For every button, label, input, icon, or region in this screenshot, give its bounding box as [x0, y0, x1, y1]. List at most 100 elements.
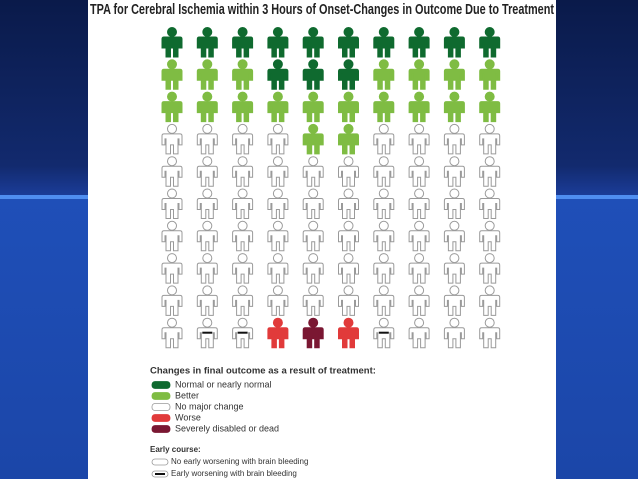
icon-head: [378, 59, 389, 70]
icon-body: [161, 101, 183, 123]
icon-body: [196, 101, 218, 123]
icon-head: [167, 27, 177, 37]
person-icon: [267, 27, 289, 58]
icon-body: [443, 36, 465, 58]
person-icon: [232, 123, 254, 155]
legend-label: Severely disabled or dead: [175, 423, 279, 433]
icon-body: [338, 101, 359, 123]
icon-body: [161, 262, 183, 284]
icon-head: [343, 156, 354, 167]
icon-body: [196, 68, 218, 90]
icon-head: [484, 253, 495, 264]
person-icon: [196, 27, 218, 58]
person-icon: [196, 220, 218, 252]
icon-head: [272, 27, 283, 37]
icon-body: [408, 294, 430, 316]
icon-head: [378, 156, 389, 167]
icon-head: [308, 188, 319, 199]
icon-head: [272, 59, 283, 70]
legend-swatch: [151, 381, 171, 389]
person-icon: [479, 188, 501, 219]
icon-head: [484, 285, 495, 296]
icon-head: [202, 91, 213, 102]
icon-body: [443, 68, 465, 90]
icon-body: [302, 36, 324, 58]
icon-body: [443, 133, 465, 155]
icon-body: [267, 165, 289, 187]
person-icon: [408, 188, 430, 219]
person-icon: [161, 91, 183, 123]
person-icon: [479, 27, 501, 58]
icon-body: [302, 327, 324, 349]
legend-swatch: [151, 414, 171, 422]
icon-head: [237, 253, 248, 264]
person-icon: [161, 253, 183, 284]
person-icon: [373, 253, 395, 284]
icon-body: [232, 165, 254, 187]
icon-head: [272, 253, 283, 264]
icon-head: [167, 156, 177, 167]
icon-head: [378, 27, 389, 37]
icon-head: [449, 156, 460, 167]
icon-body: [302, 262, 324, 284]
person-icon: [232, 285, 254, 316]
person-icon: [338, 285, 359, 316]
person-icon: [196, 59, 218, 90]
icon-body: [479, 133, 501, 155]
person-icon: [373, 91, 395, 123]
icon-head: [167, 91, 177, 102]
icon-head: [167, 253, 177, 264]
person-icon: [408, 27, 430, 58]
person-icon: [267, 91, 289, 123]
icon-body: [408, 133, 430, 155]
icon-body: [161, 327, 183, 349]
icon-body: [302, 68, 324, 90]
icon-head: [378, 220, 389, 231]
person-icon: [373, 220, 395, 252]
person-icon: [267, 156, 289, 187]
person-icon: [479, 91, 501, 123]
icon-body: [267, 327, 289, 349]
icon-body: [267, 101, 289, 123]
icon-head: [202, 220, 213, 231]
icon-body: [408, 101, 430, 123]
icon-head: [343, 188, 354, 199]
icon-body: [232, 262, 254, 284]
icon-head: [343, 220, 354, 231]
icon-head: [308, 220, 319, 231]
icon-body: [161, 133, 183, 155]
person-icon: [302, 27, 324, 58]
person-icon: [232, 253, 254, 284]
person-icon: [302, 59, 324, 90]
person-icon: [161, 156, 183, 187]
icon-body: [232, 230, 254, 252]
icon-body: [408, 68, 430, 90]
icon-body: [196, 36, 218, 58]
icon-head: [378, 253, 389, 264]
person-icon: [232, 220, 254, 252]
icon-head: [449, 285, 460, 296]
early-legend-swatch: [151, 458, 169, 466]
icon-body: [302, 165, 324, 187]
icon-head: [308, 27, 319, 37]
icon-head: [237, 59, 248, 70]
person-icon: [373, 188, 395, 219]
icon-body: [161, 294, 183, 316]
person-icon: [338, 253, 359, 284]
icon-head: [202, 253, 213, 264]
icon-head: [449, 220, 460, 231]
icon-body: [196, 294, 218, 316]
icon-body: [443, 294, 465, 316]
person-icon: [338, 123, 359, 155]
person-icon: [302, 317, 324, 349]
icon-head: [308, 253, 319, 264]
icon-head: [272, 285, 283, 296]
icon-body: [232, 36, 254, 58]
early-worsening-dash: [237, 331, 248, 334]
icon-body: [373, 133, 395, 155]
person-icon: [479, 253, 501, 284]
early-course-title: Early course:: [150, 445, 201, 454]
person-icon: [161, 188, 183, 219]
icon-head: [343, 253, 354, 264]
person-icon: [302, 220, 324, 252]
